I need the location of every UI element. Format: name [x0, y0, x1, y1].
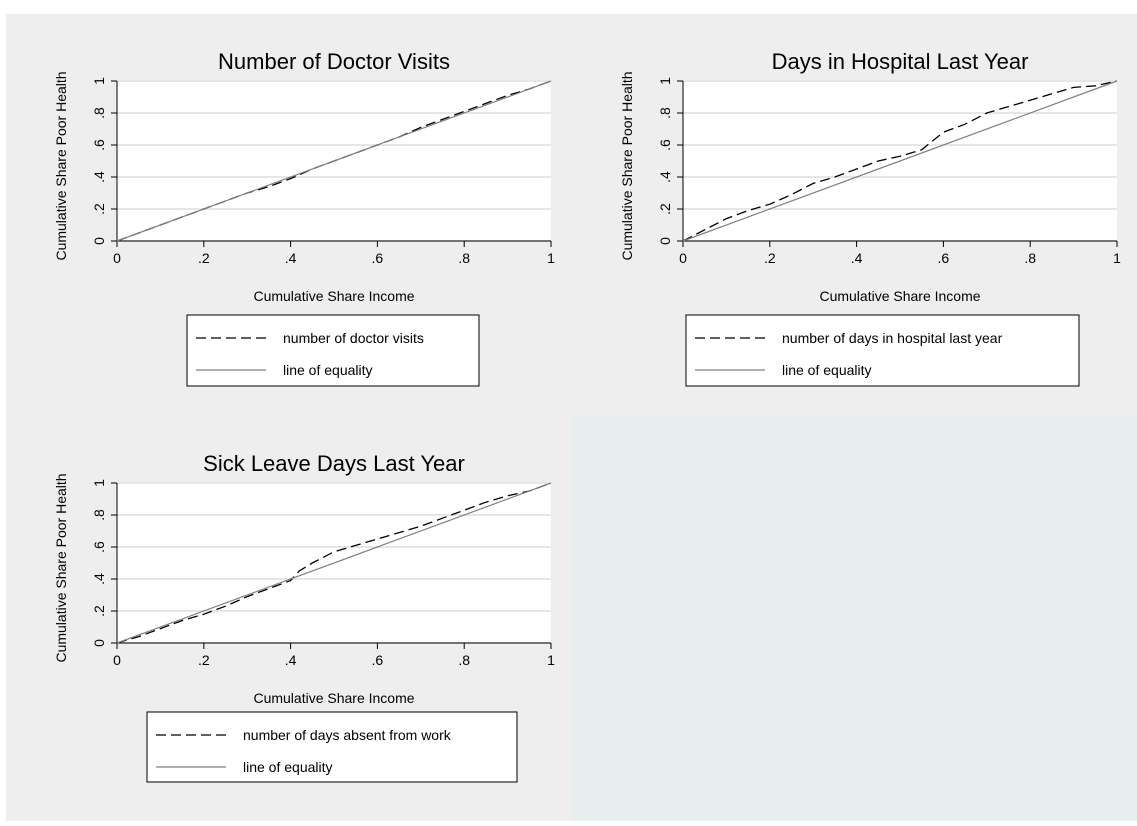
y-tick-label: .4	[91, 573, 107, 585]
y-tick-label: .4	[91, 171, 107, 183]
chart-svg-3: 0 .2 .4 .6 .8 1 0 .2 .4 .6 .8 1 Sick Leave Days Last…	[53, 451, 555, 783]
x-tick-label: .6	[372, 250, 384, 266]
series-line-2	[116, 482, 552, 644]
chart-svg-2: 0 .2 .4 .6 .8 1 0 .2 .4 .6 .8 1 Days in Hospital Las…	[619, 49, 1121, 387]
x-tick-label: .6	[938, 250, 950, 266]
legend-box	[146, 711, 518, 783]
legend-label-2: line of equality	[243, 759, 333, 775]
x-tick-label: .8	[1024, 250, 1036, 266]
y-tick-label: .8	[657, 107, 673, 119]
y-axis-label: Cumulative Share Poor Health	[53, 473, 69, 662]
x-tick-label: 1	[1113, 250, 1121, 266]
chart-panel-2: 0 .2 .4 .6 .8 1 0 .2 .4 .6 .8 1 Days in Hospital Las…	[572, 14, 1137, 416]
y-tick-label: .2	[657, 203, 673, 215]
x-axis-label: Cumulative Share Income	[819, 288, 980, 304]
y-tick-label: 0	[657, 237, 673, 245]
series-line-2	[682, 80, 1118, 242]
x-tick-label: .8	[458, 250, 470, 266]
y-tick-label: 0	[91, 237, 107, 245]
legend-label-1: number of days absent from work	[243, 727, 452, 743]
y-tick-label: .2	[91, 605, 107, 617]
chart-panel-3: 0 .2 .4 .6 .8 1 0 .2 .4 .6 .8 1 Sick Leave Days Last…	[6, 416, 572, 821]
legend-label-2: line of equality	[782, 362, 872, 378]
x-tick-label: 1	[547, 652, 555, 668]
x-tick-label: 0	[113, 250, 121, 266]
x-tick-label: .8	[458, 652, 470, 668]
legend-label-2: line of equality	[283, 362, 373, 378]
y-tick-label: .6	[657, 139, 673, 151]
chart-title: Days in Hospital Last Year	[772, 49, 1029, 74]
x-axis-label: Cumulative Share Income	[253, 690, 414, 706]
legend-box	[685, 314, 1080, 387]
y-tick-label: 1	[657, 77, 673, 85]
x-tick-label: 0	[679, 250, 687, 266]
y-tick-label: .6	[91, 139, 107, 151]
chart-svg-1: 0 .2 .4 .6 .8 1 0 .2 .4 .6 .8 1 Number of Doctor Vis…	[53, 49, 555, 387]
series-line-1	[116, 482, 552, 644]
chart-panel-1: 0 .2 .4 .6 .8 1 0 .2 .4 .6 .8 1 Number of Doctor Vis…	[6, 14, 572, 416]
y-tick-label: 1	[91, 77, 107, 85]
series-line-1	[682, 80, 1118, 242]
x-tick-label: .2	[198, 250, 210, 266]
x-tick-label: .2	[198, 652, 210, 668]
chart-title: Number of Doctor Visits	[218, 49, 450, 74]
x-tick-label: 0	[113, 652, 121, 668]
empty-panel	[572, 416, 1137, 821]
y-tick-label: 0	[91, 639, 107, 647]
y-tick-label: .8	[91, 107, 107, 119]
y-tick-label: .4	[657, 171, 673, 183]
y-tick-label: .8	[91, 509, 107, 521]
x-axis-label: Cumulative Share Income	[253, 288, 414, 304]
y-tick-label: .6	[91, 541, 107, 553]
legend-box	[186, 314, 480, 387]
x-tick-label: .4	[851, 250, 863, 266]
x-tick-label: 1	[547, 250, 555, 266]
y-tick-label: .2	[91, 203, 107, 215]
y-axis-label: Cumulative Share Poor Health	[53, 71, 69, 260]
x-tick-label: .4	[285, 652, 297, 668]
chart-title: Sick Leave Days Last Year	[203, 451, 465, 476]
legend-label-1: number of doctor visits	[283, 330, 424, 346]
y-axis-label: Cumulative Share Poor Health	[619, 71, 635, 260]
series-line-2	[116, 80, 552, 242]
x-tick-label: .6	[372, 652, 384, 668]
legend-label-1: number of days in hospital last year	[782, 330, 1003, 346]
x-tick-label: .2	[764, 250, 776, 266]
y-tick-label: 1	[91, 479, 107, 487]
x-tick-label: .4	[285, 250, 297, 266]
